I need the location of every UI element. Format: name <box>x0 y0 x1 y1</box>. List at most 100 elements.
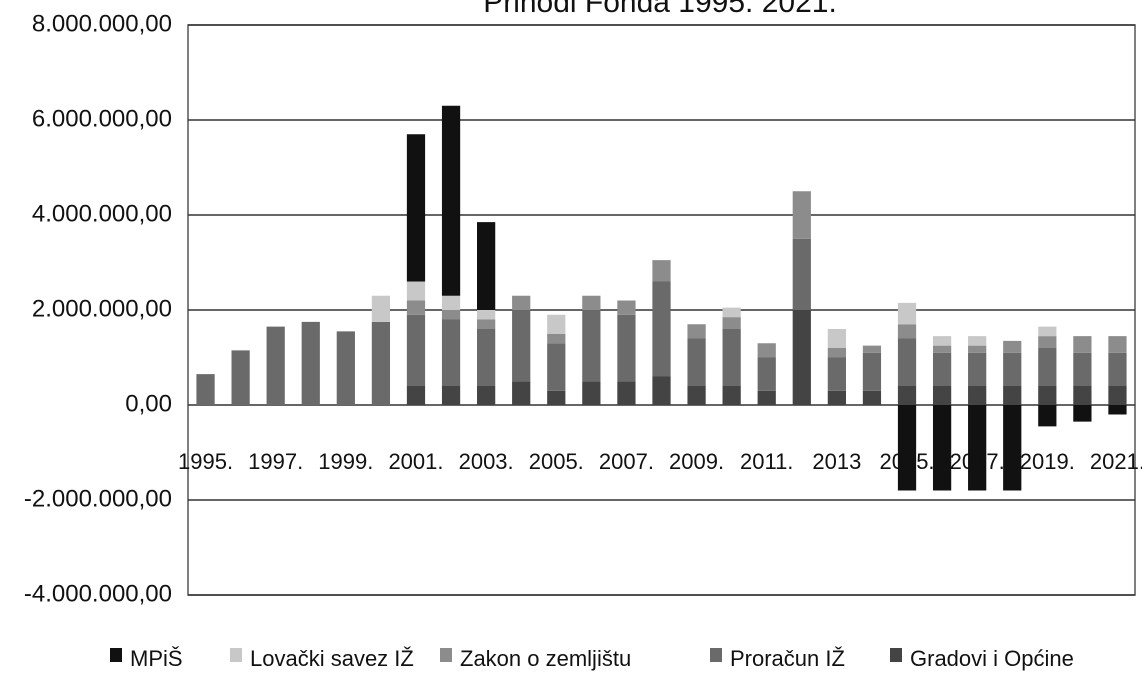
x-tick-label: 2003. <box>459 449 514 474</box>
x-tick-label: 2013 <box>812 449 861 474</box>
bar-segment <box>897 405 917 491</box>
bar-segment <box>932 405 952 491</box>
bar-segment <box>968 345 987 353</box>
legend-label: Gradovi i Općine <box>910 646 1074 671</box>
y-tick-label: -2.000.000,00 <box>24 485 172 512</box>
x-tick-label: 2015. <box>879 449 934 474</box>
bar-segment <box>1003 352 1022 386</box>
bar-segment <box>617 381 636 405</box>
bar-segment <box>792 310 811 405</box>
bar-segment <box>1003 386 1022 405</box>
y-tick-label: 6.000.000,00 <box>32 105 172 132</box>
bar-segment <box>722 386 741 405</box>
bar-segment <box>1073 405 1092 422</box>
bar-segment <box>652 281 671 377</box>
bar-segment <box>722 317 741 329</box>
bar-segment <box>897 386 917 405</box>
y-tick-label: 8.000.000,00 <box>32 10 172 37</box>
bar-segment <box>827 357 846 391</box>
bar-segment <box>1108 405 1127 415</box>
bar-segment <box>617 314 636 382</box>
bar-segment <box>687 324 706 339</box>
bar-segment <box>477 329 496 386</box>
x-tick-label: 1997. <box>248 449 303 474</box>
legend-label: MPiŠ <box>130 646 183 671</box>
bar-segment <box>441 105 461 296</box>
bar-segment <box>827 348 846 358</box>
bar-segment <box>336 331 355 405</box>
bar-segment <box>301 321 320 405</box>
legend-label: Proračun IŽ <box>730 646 845 671</box>
bar-segment <box>862 390 882 405</box>
bar-segment <box>512 295 531 310</box>
bar-segment <box>792 238 811 310</box>
x-tick-label: 2021. <box>1090 449 1142 474</box>
bar-segment <box>1038 348 1057 386</box>
bar-segment <box>757 343 776 358</box>
x-tick-label: 2011. <box>740 449 793 474</box>
bar-segment <box>1038 405 1057 427</box>
bar-segment <box>687 338 706 386</box>
x-tick-label: 2019. <box>1020 449 1075 474</box>
bar-segment <box>547 314 566 334</box>
bar-segment <box>371 295 391 322</box>
bar-segment <box>757 390 776 405</box>
bar-segment <box>652 376 671 405</box>
bar-segment <box>1003 405 1022 491</box>
x-tick-label: 2001. <box>388 449 443 474</box>
bar-segment <box>582 295 601 310</box>
bar-segment <box>687 386 706 405</box>
bar-segment <box>547 333 566 344</box>
bar-segment <box>1108 352 1127 386</box>
chart-title: Prihodi Fonda 1995. 2021. <box>483 0 837 19</box>
bar-segment <box>231 350 250 405</box>
bar-segment <box>1003 340 1022 353</box>
bar-segment <box>582 381 601 405</box>
bar-segment <box>477 310 496 320</box>
bar-segment <box>1108 386 1127 405</box>
legend-swatch <box>890 648 902 662</box>
bar-segment <box>862 352 882 391</box>
legend-swatch <box>230 648 242 662</box>
legend-swatch <box>710 648 722 662</box>
bar-segment <box>512 381 531 405</box>
bar-segment <box>441 295 461 310</box>
x-tick-label: 2005. <box>529 449 584 474</box>
legend-swatch <box>110 648 122 662</box>
bar-segment <box>897 324 917 339</box>
bar-segment <box>1108 336 1127 353</box>
bar-segment <box>1038 326 1057 337</box>
bar-segment <box>932 336 952 346</box>
bar-segment <box>968 386 987 405</box>
bar-segment <box>1073 336 1092 353</box>
x-tick-label: 1995. <box>178 449 233 474</box>
bar-segment <box>968 336 987 346</box>
bar-segment <box>1038 386 1057 405</box>
bar-segment <box>757 357 776 391</box>
bar-segment <box>968 405 987 491</box>
bar-segment <box>406 300 426 315</box>
bar-segment <box>932 386 952 405</box>
bar-segment <box>547 343 566 391</box>
bar-segment <box>512 310 531 382</box>
y-tick-label: 2.000.000,00 <box>32 295 172 322</box>
legend-label: Zakon o zemljištu <box>460 646 631 671</box>
bar-segment <box>441 310 461 320</box>
x-tick-label: 2007. <box>599 449 654 474</box>
bar-segment <box>932 352 952 386</box>
bar-segment <box>406 386 426 405</box>
bar-segment <box>441 319 461 386</box>
legend-label: Lovački savez IŽ <box>250 646 414 671</box>
x-tick-label: 1999. <box>318 449 373 474</box>
bar-segment <box>722 329 741 386</box>
bar-segment <box>547 390 566 405</box>
bar-segment <box>862 345 882 353</box>
bar-segment <box>722 307 741 318</box>
bar-segment <box>617 300 636 315</box>
bar-segment <box>1073 352 1092 386</box>
bar-segment <box>897 338 917 386</box>
bar-segment <box>652 260 671 282</box>
bar-segment <box>792 191 811 239</box>
x-tick-label: 2009. <box>669 449 724 474</box>
bar-segment <box>827 329 846 348</box>
